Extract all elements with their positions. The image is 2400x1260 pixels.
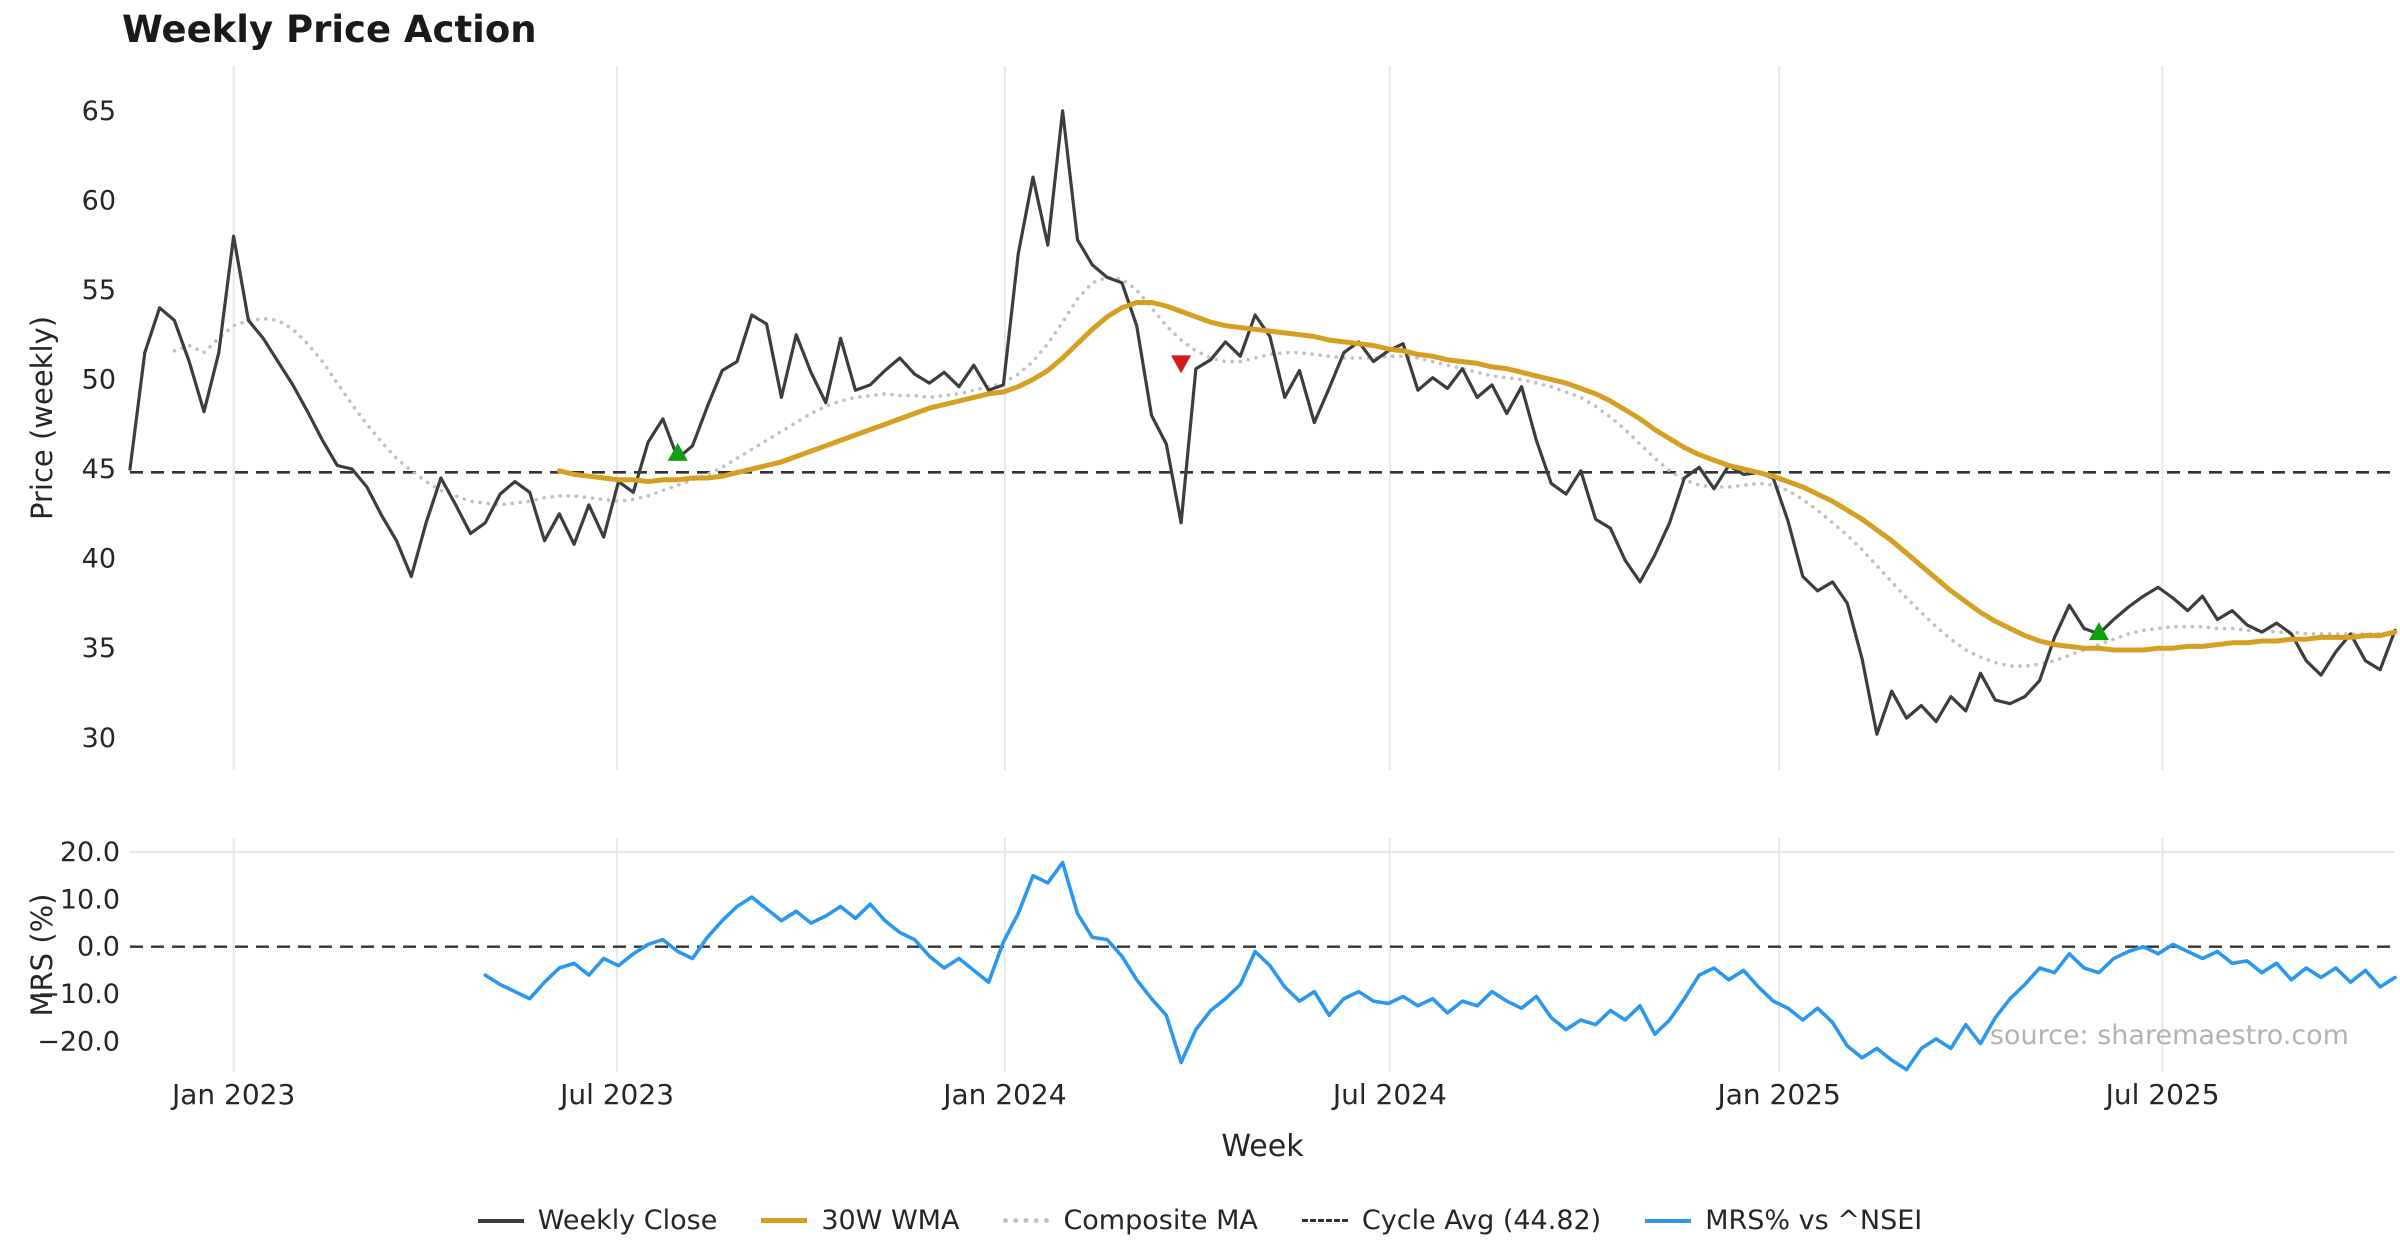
x-axis-title: Week [1221,1129,1304,1164]
x-tick-label: Jul 2024 [1331,1078,1447,1111]
chart-title: Weekly Price Action [122,8,537,51]
mrs-line [483,860,2397,1072]
legend-item-composite-ma: Composite MA [1003,1205,1258,1236]
wma-line [556,300,2398,653]
price-y-tick-label: 60 [82,185,116,216]
price-y-tick-label: 55 [82,275,116,306]
price-y-tick-label: 50 [82,364,116,395]
mrs-y-tick-label: −10.0 [37,979,120,1010]
mrs-y-tick-label: −20.0 [37,1026,120,1057]
legend-item-weekly-close: Weekly Close [477,1205,718,1236]
legend-label-cycle-avg: Cycle Avg (44.82) [1361,1205,1602,1236]
legend-label-30w-wma: 30W WMA [821,1205,960,1236]
composite-ma-line [172,275,2397,668]
x-tick-label: Jan 2025 [1715,1078,1840,1111]
legend: Weekly Close 30W WMA Composite MA Cycle … [0,1205,2400,1236]
price-y-tick-label: 45 [82,454,116,485]
mrs-y-tick-label: 20.0 [60,837,120,868]
price-y-tick-label: 65 [82,96,116,127]
sell-signal-marker [1171,355,1192,374]
price-y-tick-label: 35 [82,633,116,664]
source-watermark: source: sharemaestro.com [1989,1020,2349,1051]
mrs-y-tick-label: 10.0 [60,884,120,915]
x-tick-label: Jul 2023 [558,1078,674,1111]
x-tick-label: Jul 2025 [2104,1078,2220,1111]
legend-item-mrs: MRS% vs ^NSEI [1645,1205,1922,1236]
x-tick-label: Jan 2024 [941,1078,1066,1111]
weekly-close-line [128,109,2397,736]
composite-ma-line-swatch [1003,1218,1050,1223]
mrs-y-tick-label: 0.0 [77,932,120,963]
x-tick-label: Jan 2023 [170,1078,295,1111]
legend-item-30w-wma: 30W WMA [761,1205,959,1236]
price-y-tick-label: 40 [82,544,116,575]
cycle-avg-line-swatch [1301,1219,1348,1222]
buy-signal-marker [667,442,688,461]
legend-label-mrs: MRS% vs ^NSEI [1705,1205,1923,1236]
legend-label-weekly-close: Weekly Close [537,1205,718,1236]
mrs-axis-title: MRS (%) [25,894,59,1017]
buy-signal-marker [2088,622,2109,641]
wma-line-swatch [761,1218,808,1223]
weekly-close-line-swatch [477,1218,524,1223]
legend-item-cycle-avg: Cycle Avg (44.82) [1301,1205,1602,1236]
price-axis-title: Price (weekly) [25,316,59,520]
price-y-tick-label: 30 [82,723,116,754]
mrs-line-swatch [1645,1218,1692,1223]
legend-label-composite-ma: Composite MA [1063,1205,1258,1236]
